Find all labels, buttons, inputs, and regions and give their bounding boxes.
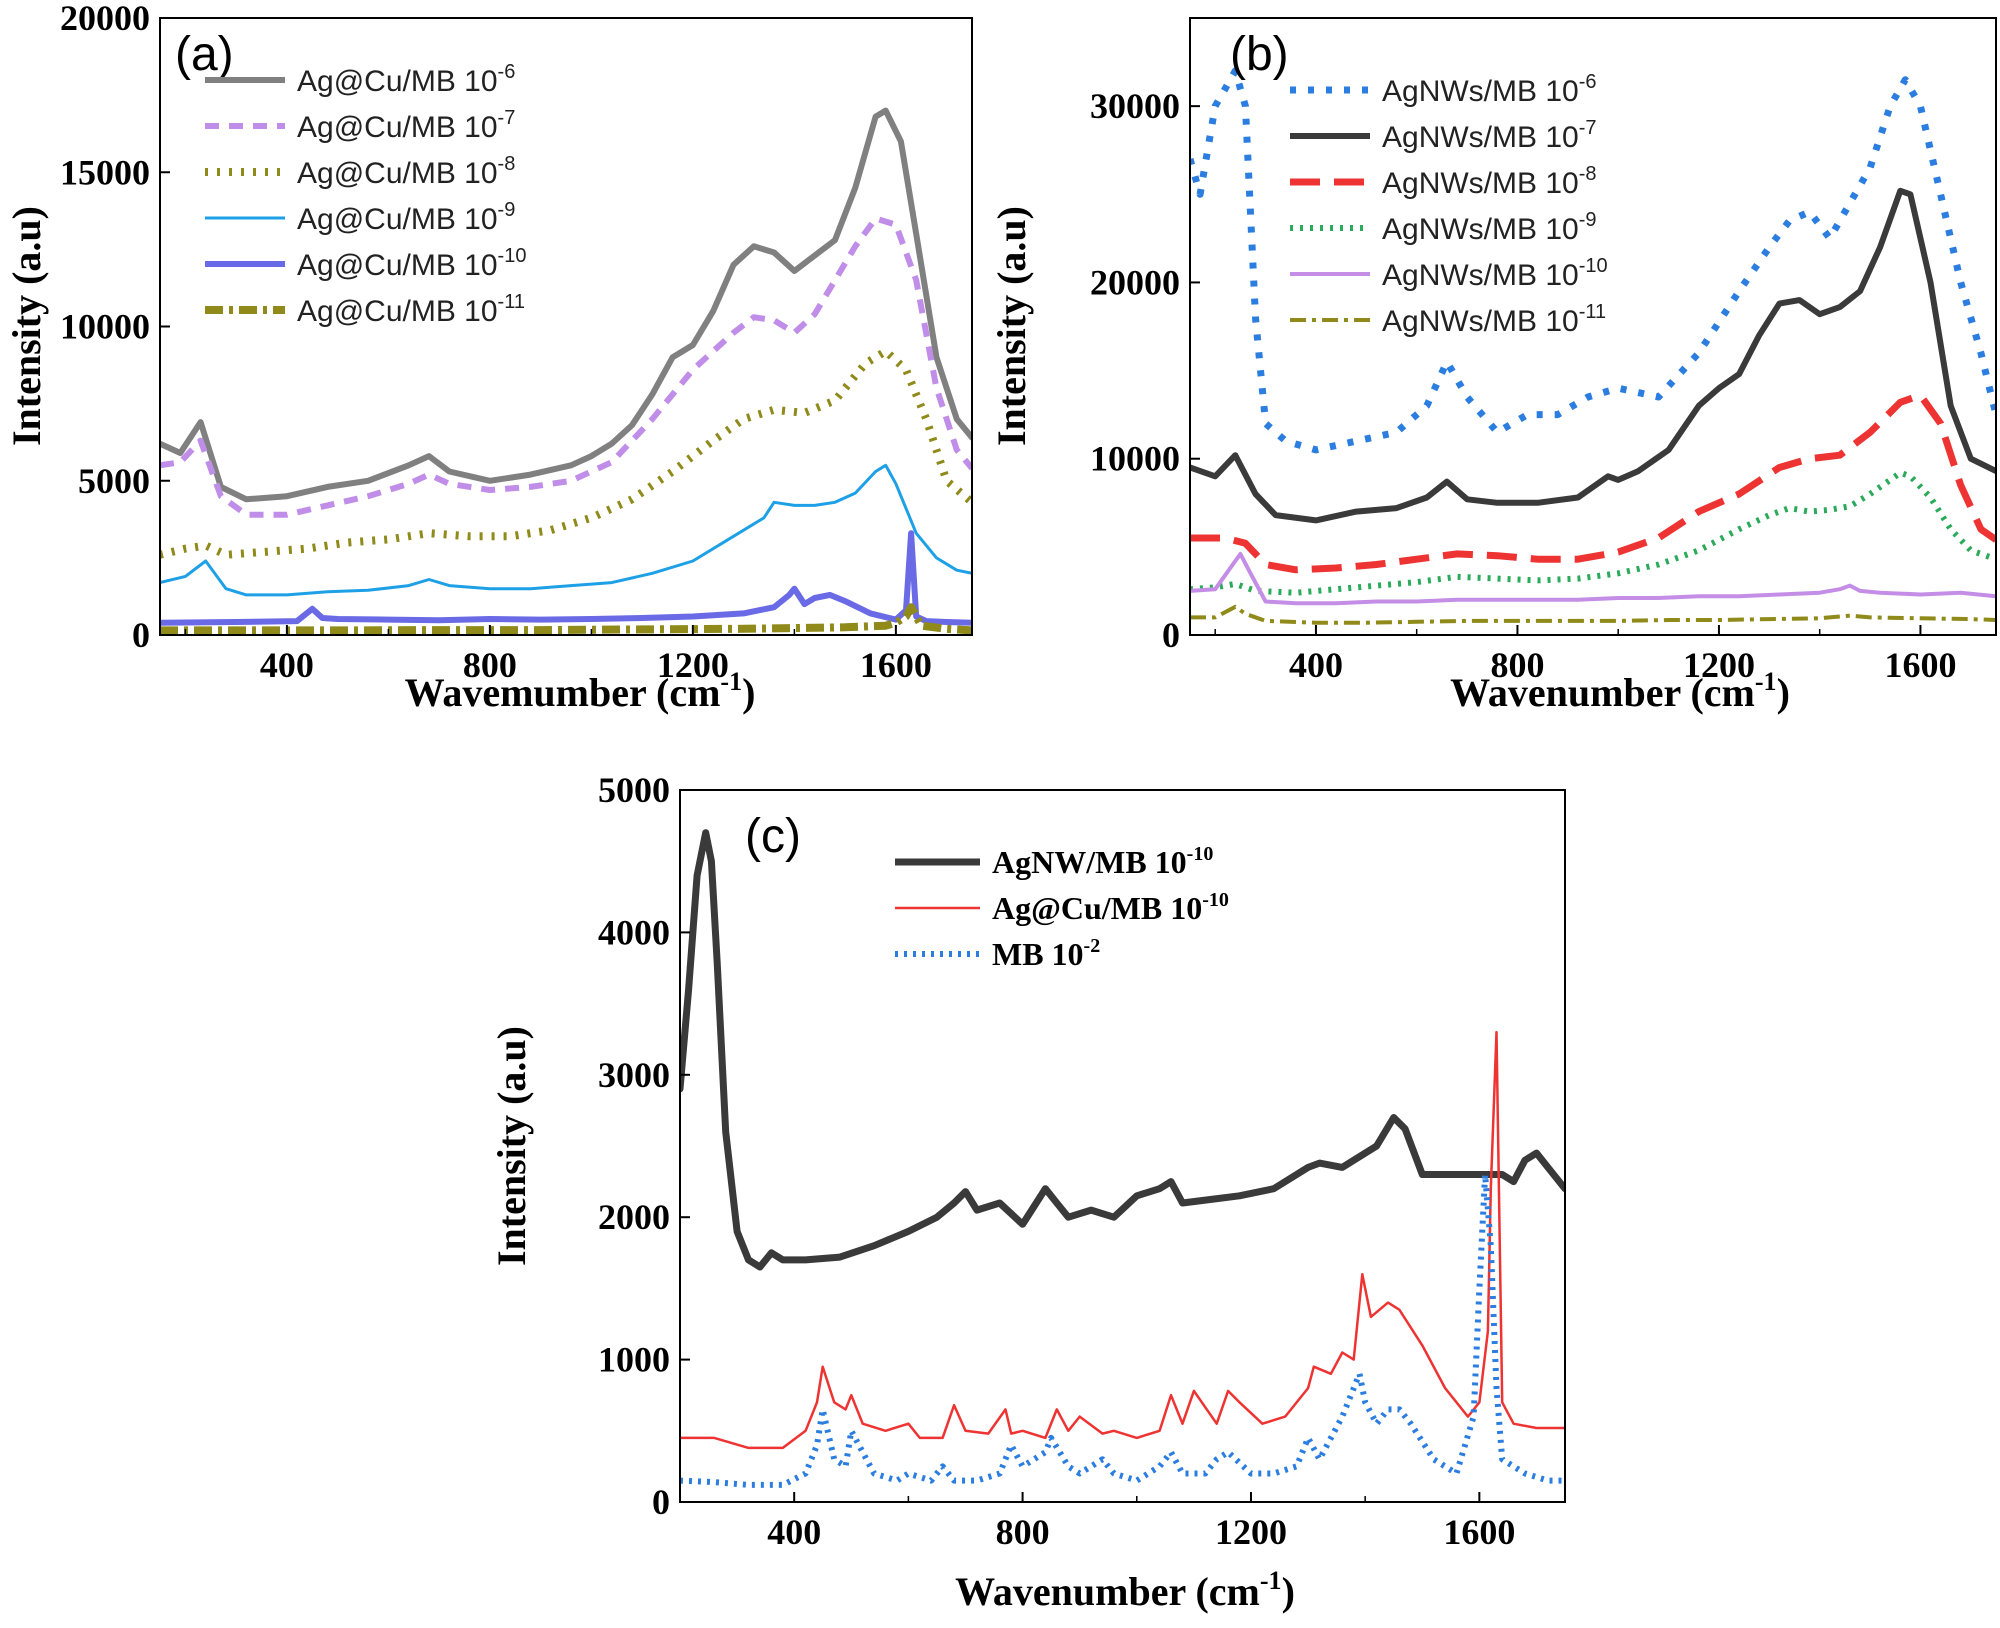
y-tick-label: 2000: [598, 1197, 670, 1237]
series-line-1: [680, 829, 1565, 1271]
series-line-3: [160, 347, 972, 559]
plot-frame: [679, 789, 1566, 1503]
y-tick-label: 0: [132, 615, 150, 655]
plot-area: [1190, 67, 1996, 625]
plot-area: [680, 829, 1565, 1488]
legend: AgNWs/MB 10-6 AgNWs/MB 10-7 AgNWs/MB 10-8 A…: [1290, 71, 1608, 338]
y-tick-label: 0: [652, 1482, 670, 1522]
legend-label: Ag@Cu/MB 10-9: [297, 199, 515, 236]
panel-a: 400 800 1200 1600 0 5000 10000 15000 20000 Wavemu…: [4, 0, 973, 715]
y-tick-label: 3000: [598, 1055, 670, 1095]
x-tick-label: 400: [767, 1512, 821, 1552]
x-axis-title: Wavemumber (cm-1): [405, 667, 756, 715]
legend-label: Ag@Cu/MB 10-10: [297, 245, 526, 282]
legend-label: Ag@Cu/MB 10-7: [297, 107, 515, 144]
x-tick-label: 400: [1289, 645, 1343, 685]
x-tick-label: 1200: [1215, 1512, 1287, 1552]
legend-label: AgNWs/MB 10-11: [1382, 301, 1606, 338]
y-tick-label: 5000: [78, 461, 150, 501]
panel-c: 400 800 1200 1600 0 1000 2000 3000 4000 5000 Waven…: [489, 770, 1566, 1614]
y-tick-label: 20000: [60, 0, 150, 38]
plot-area: [160, 107, 972, 635]
y-tick-label: 10000: [60, 307, 150, 347]
legend-label: MB 10-2: [992, 935, 1100, 972]
plot-frame: [1189, 17, 1997, 636]
series-line-5: [1190, 551, 1996, 606]
x-tick-label: 1600: [1884, 645, 1956, 685]
series-line-6: [1190, 604, 1996, 625]
series-line-4: [160, 463, 972, 597]
x-tick-label: 1600: [1443, 1512, 1515, 1552]
y-axis-title: Intensity (a.u): [489, 1026, 534, 1266]
legend-label: AgNWs/MB 10-6: [1382, 71, 1597, 108]
panel-label: (a): [175, 28, 234, 81]
legend-label: AgNWs/MB 10-7: [1382, 117, 1597, 154]
legend-label: Ag@Cu/MB 10-11: [297, 291, 525, 328]
y-tick-label: 5000: [598, 770, 670, 810]
y-tick-label: 30000: [1090, 86, 1180, 126]
x-tick-label: 800: [996, 1512, 1050, 1552]
legend-label: AgNW/MB 10-10: [992, 843, 1213, 880]
panel-label: (c): [745, 810, 801, 863]
panel-label: (b): [1230, 28, 1289, 81]
legend: Ag@Cu/MB 10-6 Ag@Cu/MB 10-7 Ag@Cu/MB 10-8 A…: [205, 61, 526, 328]
legend-label: AgNWs/MB 10-9: [1382, 209, 1597, 246]
series-line-3: [1190, 391, 1996, 574]
series-line-3: [680, 1171, 1565, 1488]
y-tick-label: 4000: [598, 912, 670, 952]
y-tick-label: 1000: [598, 1340, 670, 1380]
y-tick-label: 15000: [60, 152, 150, 192]
y-axis-title: Intensity (a.u): [989, 206, 1034, 446]
series-line-2: [1190, 187, 1996, 524]
x-tick-label: 400: [260, 645, 314, 685]
x-tick-label: 1200: [657, 645, 729, 685]
y-tick-label: 20000: [1090, 262, 1180, 302]
legend-label: Ag@Cu/MB 10-6: [297, 61, 515, 98]
plot-frame: [159, 17, 973, 636]
x-tick-label: 800: [463, 645, 517, 685]
x-tick-label: 1600: [860, 645, 932, 685]
series-line-2: [160, 215, 972, 518]
series-line-1: [160, 107, 972, 503]
legend-label: Ag@Cu/MB 10-10: [992, 889, 1229, 926]
x-axis-title: Wavenumber (cm-1): [1450, 667, 1790, 715]
panel-b: 400 800 1200 1600 0 10000 20000 30000 Wavenumber…: [989, 17, 1997, 715]
y-tick-label: 0: [1162, 615, 1180, 655]
x-tick-label: 1200: [1683, 645, 1755, 685]
legend-label: AgNWs/MB 10-8: [1382, 163, 1597, 200]
legend-label: AgNWs/MB 10-10: [1382, 255, 1608, 292]
series-line-2: [680, 1030, 1565, 1450]
y-axis-title: Intensity (a.u): [4, 206, 49, 446]
y-tick-label: 10000: [1090, 439, 1180, 479]
legend: AgNW/MB 10-10 Ag@Cu/MB 10-10 MB 10-2: [895, 843, 1229, 972]
series-line-6: [160, 603, 972, 635]
x-axis-title: Wavenumber (cm-1): [955, 1566, 1295, 1614]
series-line-5: [160, 530, 972, 626]
legend-label: Ag@Cu/MB 10-8: [297, 153, 515, 190]
series-line-4: [1190, 469, 1996, 596]
series-line-1: [1190, 67, 1996, 454]
x-tick-label: 800: [1490, 645, 1544, 685]
